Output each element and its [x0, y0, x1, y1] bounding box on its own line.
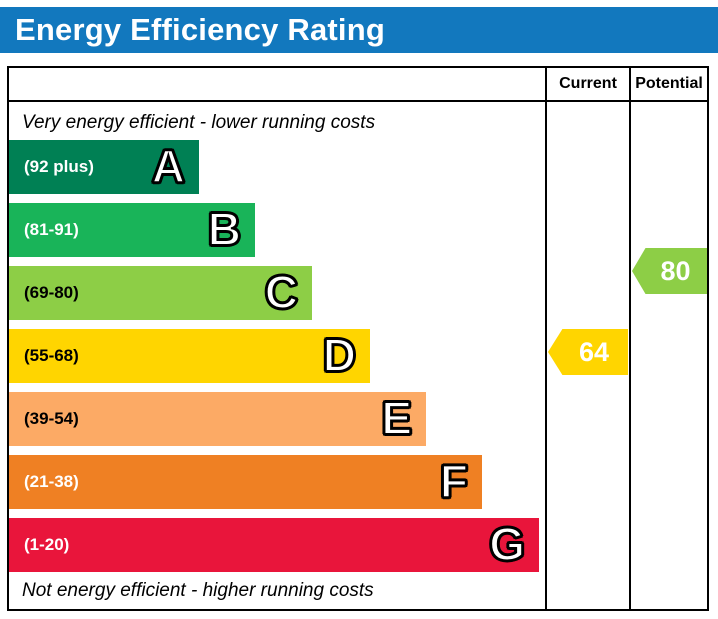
band-range-label: (21-38) — [24, 472, 79, 491]
band-range-label: (81-91) — [24, 220, 79, 239]
energy-rating-chart: Current Potential Very energy efficient … — [7, 66, 709, 611]
current-rating-value: 64 — [578, 336, 610, 367]
potential-rating-value: 80 — [660, 255, 691, 286]
band-row-a: (92 plus) A — [9, 139, 199, 194]
band-letter: C — [264, 265, 299, 319]
current-column-divider — [545, 68, 547, 609]
potential-rating-arrow: 80 — [632, 248, 707, 294]
band-letter: B — [207, 202, 242, 256]
band-range-label: (1-20) — [24, 535, 70, 554]
top-note: Very energy efficient - lower running co… — [22, 112, 376, 133]
band-letter: E — [380, 391, 413, 445]
band-range-label: (39-54) — [24, 409, 79, 428]
band-row-c: (69-80) C — [9, 265, 312, 320]
band-row-f: (21-38) F — [9, 454, 482, 509]
band-row-d: (55-68) D — [9, 328, 370, 383]
current-column-header: Current — [559, 75, 617, 92]
band-range-label: (69-80) — [24, 283, 79, 302]
bottom-note: Not energy efficient - higher running co… — [22, 580, 374, 601]
page-title: Energy Efficiency Rating — [15, 12, 386, 47]
title-bar: Energy Efficiency Rating — [0, 7, 718, 53]
band-letter: G — [488, 517, 526, 571]
table-header-row — [9, 68, 707, 102]
band-range-label: (92 plus) — [24, 157, 94, 176]
potential-column-header: Potential — [635, 75, 703, 92]
band-range-label: (55-68) — [24, 346, 79, 365]
band-row-g: (1-20) G — [9, 517, 539, 572]
potential-column-divider — [629, 68, 631, 609]
band-letter: F — [439, 454, 469, 508]
band-letter: A — [151, 139, 186, 193]
band-row-b: (81-91) B — [9, 202, 255, 257]
band-row-e: (39-54) E — [9, 391, 426, 446]
current-rating-arrow: 64 — [548, 329, 628, 375]
band-letter: D — [322, 328, 357, 382]
